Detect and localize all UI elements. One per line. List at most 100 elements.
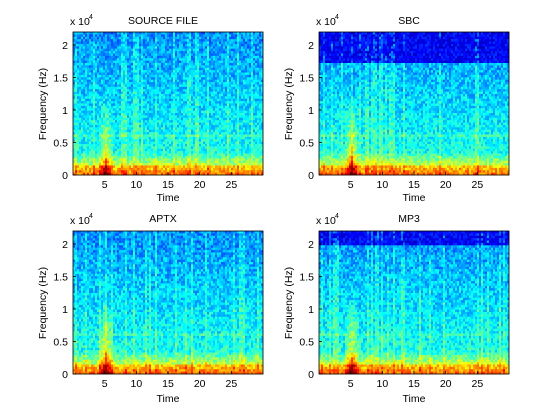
spectrogram-cell xyxy=(125,149,127,152)
spectrogram-cell xyxy=(123,99,125,102)
spectrogram-cell xyxy=(139,80,141,83)
spectrogram-cell xyxy=(157,163,159,166)
spectrogram-cell xyxy=(225,113,227,116)
spectrogram-cell xyxy=(101,156,103,159)
spectrogram-cell xyxy=(89,161,91,164)
spectrogram-cell xyxy=(231,104,233,107)
spectrogram-cell xyxy=(115,37,117,40)
spectrogram-cell xyxy=(177,151,179,154)
spectrogram-cell xyxy=(225,49,227,52)
spectrogram-cell xyxy=(227,63,229,66)
spectrogram-cell xyxy=(211,161,213,164)
spectrogram-cell xyxy=(113,130,115,133)
spectrogram-cell xyxy=(147,146,149,149)
spectrogram-cell xyxy=(225,42,227,45)
spectrogram-cell xyxy=(113,104,115,107)
spectrogram-cell xyxy=(135,115,137,118)
spectrogram-cell xyxy=(205,39,207,42)
spectrogram-cell xyxy=(107,134,109,137)
spectrogram-cell xyxy=(79,37,81,40)
spectrogram-cell xyxy=(165,84,167,87)
spectrogram-cell xyxy=(167,137,169,140)
spectrogram-cell xyxy=(137,34,139,37)
spectrogram-cell xyxy=(163,111,165,114)
spectrogram-cell xyxy=(163,73,165,76)
spectrogram-cell xyxy=(123,70,125,73)
spectrogram-cell xyxy=(101,149,103,152)
spectrogram-cell xyxy=(185,144,187,147)
spectrogram-cell xyxy=(163,165,165,168)
spectrogram-cell xyxy=(85,130,87,133)
spectrogram-cell xyxy=(193,82,195,85)
spectrogram-cell xyxy=(165,32,167,35)
spectrogram-cell xyxy=(219,170,221,173)
spectrogram-cell xyxy=(211,65,213,68)
spectrogram-cell xyxy=(151,94,153,97)
spectrogram-cell xyxy=(139,161,141,164)
spectrogram-cell xyxy=(103,154,105,157)
spectrogram-cell xyxy=(171,75,173,78)
spectrogram-cell xyxy=(207,70,209,73)
spectrogram-cell xyxy=(81,161,83,164)
spectrogram-cell xyxy=(233,120,235,123)
spectrogram-cell xyxy=(199,56,201,59)
spectrogram-cell xyxy=(125,46,127,49)
spectrogram-cell xyxy=(225,151,227,154)
spectrogram-cell xyxy=(179,146,181,149)
spectrogram-cell xyxy=(143,101,145,104)
spectrogram-cell xyxy=(233,99,235,102)
spectrogram-cell xyxy=(109,139,111,142)
spectrogram-cell xyxy=(123,56,125,59)
spectrogram-cell xyxy=(125,37,127,40)
spectrogram-cell xyxy=(101,158,103,161)
spectrogram-cell xyxy=(211,142,213,145)
spectrogram-cell xyxy=(179,115,181,118)
spectrogram-cell xyxy=(125,73,127,76)
spectrogram-cell xyxy=(125,130,127,133)
spectrogram-cell xyxy=(101,108,103,111)
spectrogram-cell xyxy=(211,115,213,118)
spectrogram-cell xyxy=(237,44,239,47)
spectrogram-cell xyxy=(105,130,107,133)
spectrogram-cell xyxy=(183,168,185,171)
spectrogram-cell xyxy=(97,39,99,42)
spectrogram-cell xyxy=(77,149,79,152)
spectrogram-cell xyxy=(185,42,187,45)
spectrogram-cell xyxy=(103,139,105,142)
spectrogram-cell xyxy=(103,111,105,114)
spectrogram-cell xyxy=(153,65,155,68)
spectrogram-cell xyxy=(85,61,87,64)
spectrogram-cell xyxy=(105,154,107,157)
spectrogram-cell xyxy=(101,101,103,104)
spectrogram-cell xyxy=(91,75,93,78)
spectrogram-cell xyxy=(173,44,175,47)
spectrogram-cell xyxy=(105,108,107,111)
spectrogram-cell xyxy=(197,137,199,140)
spectrogram-cell xyxy=(145,144,147,147)
spectrogram-cell xyxy=(239,51,241,54)
spectrogram-cell xyxy=(199,101,201,104)
spectrogram-cell xyxy=(145,39,147,42)
spectrogram-cell xyxy=(187,92,189,95)
spectrogram-cell xyxy=(233,37,235,40)
spectrogram-cell xyxy=(91,137,93,140)
spectrogram-cell xyxy=(133,44,135,47)
spectrogram-cell xyxy=(99,49,101,52)
spectrogram-cell xyxy=(157,44,159,47)
spectrogram-cell xyxy=(131,104,133,107)
spectrogram-cell xyxy=(185,37,187,40)
spectrogram-cell xyxy=(141,94,143,97)
spectrogram-cell xyxy=(121,111,123,114)
spectrogram-cell xyxy=(93,139,95,142)
spectrogram-cell xyxy=(157,68,159,71)
spectrogram-cell xyxy=(145,96,147,99)
spectrogram-cell xyxy=(229,127,231,130)
spectrogram-cell xyxy=(153,80,155,83)
spectrogram-cell xyxy=(183,101,185,104)
spectrogram-cell xyxy=(77,113,79,116)
spectrogram-cell xyxy=(231,139,233,142)
spectrogram-cell xyxy=(205,49,207,52)
spectrogram-cell xyxy=(225,80,227,83)
spectrogram-cell xyxy=(177,84,179,87)
spectrogram-cell xyxy=(187,37,189,40)
